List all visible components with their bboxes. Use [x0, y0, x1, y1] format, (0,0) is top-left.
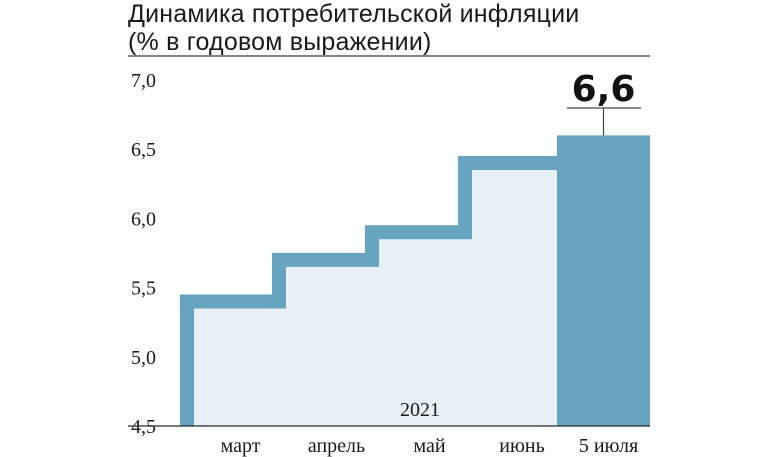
step-fill — [180, 308, 279, 426]
x-category-label: 5 июля — [579, 435, 638, 457]
highlight-bar — [557, 135, 650, 427]
y-tick-label: 5,0 — [131, 347, 156, 369]
x-category-label: апрель — [308, 435, 365, 457]
step-fill — [279, 266, 372, 426]
x-category-label: май — [413, 435, 445, 457]
y-axis-ticks: 7,0 6,5 6,0 5,5 5,0 4,5 — [131, 70, 156, 438]
x-category-label: июнь — [499, 435, 544, 457]
y-tick-label: 6,5 — [131, 139, 156, 161]
step-fill — [465, 170, 557, 426]
x-category-label: март — [221, 435, 261, 457]
step-fill — [372, 239, 465, 426]
callout-value: 6,6 — [572, 69, 636, 110]
y-tick-label: 7,0 — [131, 70, 156, 92]
chart-title-line1: Динамика потребительской инфляции — [128, 0, 580, 28]
x-axis-categories: март апрель май июнь 5 июля — [221, 435, 639, 457]
value-callout: 6,6 — [567, 69, 641, 136]
step-line — [180, 156, 557, 426]
chart-marks — [180, 135, 650, 427]
y-tick-label: 4,5 — [131, 416, 156, 438]
chart-title: Динамика потребительской инфляции (% в г… — [128, 0, 648, 56]
y-tick-label: 6,0 — [131, 208, 156, 230]
chart-title-line2: (% в годовом выражении) — [128, 28, 432, 56]
year-label: 2021 — [400, 399, 440, 421]
y-tick-label: 5,5 — [131, 278, 156, 300]
